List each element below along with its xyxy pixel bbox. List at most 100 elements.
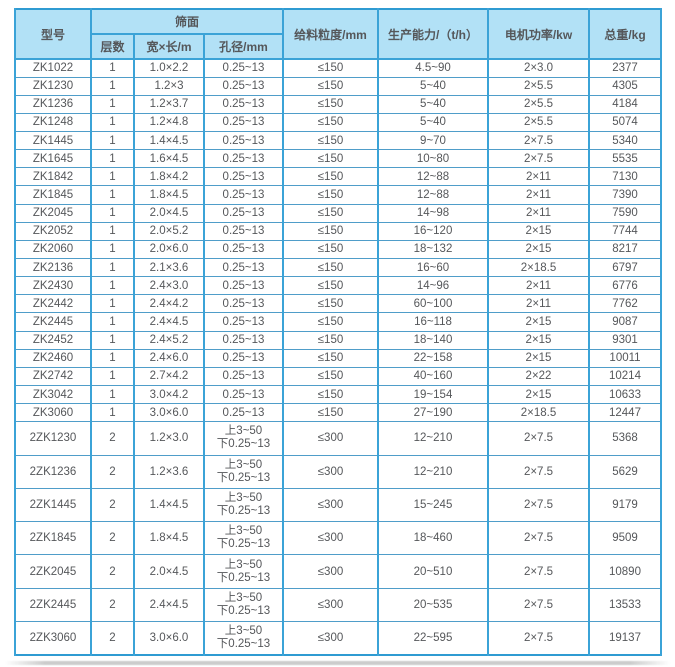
table-row: ZK1842 1 1.8×4.2 0.25~13 ≤150 12~88 2×11 7130 [14, 167, 662, 187]
table-row: ZK1230 1 1.2×3 0.25~13 ≤150 5~40 2×5.5 4305 [14, 76, 662, 96]
model-cell: ZK2442 [14, 294, 92, 314]
table-row: ZK2430 1 2.4×3.0 0.25~13 ≤150 14~96 2×11 6776 [14, 276, 662, 296]
aperture-cell: 0.25~13 [203, 203, 284, 223]
model-cell: ZK3060 [14, 403, 92, 423]
layers-cell: 1 [90, 330, 135, 350]
table-row: ZK1022 1 1.0×2.2 0.25~13 ≤150 4.5~90 2×3.0 2377 [14, 58, 662, 78]
table-row: ZK1645 1 1.6×4.5 0.25~13 ≤150 10~80 2×7.5 5535 [14, 149, 662, 169]
feed-size-cell: ≤300 [282, 487, 379, 523]
aperture-cell: 上3~50 下0.25~13 [203, 521, 284, 556]
layers-cell: 2 [90, 487, 135, 523]
model-cell: ZK1845 [14, 185, 92, 205]
aperture-cell: 0.25~13 [203, 167, 284, 187]
motor-power-cell: 2×18.5 [487, 403, 590, 423]
capacity-cell: 40~160 [377, 366, 489, 387]
capacity-cell: 9~70 [377, 131, 489, 151]
aperture-cell: 0.25~13 [203, 294, 284, 314]
model-cell: 2ZK2045 [14, 554, 92, 589]
table-row: ZK3060 1 3.0×6.0 0.25~13 ≤150 27~190 2×18.5 124… [14, 403, 662, 423]
aperture-cell: 0.25~13 [203, 403, 284, 423]
layers-cell: 1 [90, 76, 135, 96]
total-weight-cell: 6797 [588, 258, 662, 278]
width-length-cell: 1.2×3.7 [133, 94, 205, 114]
table-row: ZK2445 1 2.4×4.5 0.25~13 ≤150 16~118 2×15 9087 [14, 312, 662, 332]
feed-size-cell: ≤150 [282, 94, 379, 114]
aperture-cell: 上3~50 下0.25~13 [203, 487, 284, 523]
capacity-cell: 14~98 [377, 203, 489, 223]
total-weight-cell: 19137 [588, 620, 662, 656]
model-cell: ZK2742 [14, 366, 92, 387]
feed-size-cell: ≤150 [282, 239, 379, 260]
table-row: ZK2052 1 2.0×5.2 0.25~13 ≤150 16~120 2×15 7744 [14, 221, 662, 241]
width-length-cell: 2.4×4.2 [133, 294, 205, 314]
table-row: ZK2742 1 2.7×4.2 0.25~13 ≤150 40~160 2×22 10214 [14, 366, 662, 387]
table-row: ZK1248 1 1.2×4.8 0.25~13 ≤150 5~40 2×5.5 5074 [14, 112, 662, 133]
layers-cell: 1 [90, 276, 135, 296]
feed-size-cell: ≤150 [282, 203, 379, 223]
table-row: 2ZK2045 2 2.0×4.5 上3~50 下0.25~13 ≤300 20~510 2×… [14, 554, 662, 589]
capacity-cell: 19~154 [377, 385, 489, 405]
feed-size-cell: ≤150 [282, 385, 379, 405]
width-length-cell: 3.0×6.0 [133, 403, 205, 423]
model-cell: ZK2060 [14, 239, 92, 260]
capacity-cell: 27~190 [377, 403, 489, 423]
table-row: 2ZK1445 2 1.4×4.5 上3~50 下0.25~13 ≤300 15~245 2×… [14, 487, 662, 523]
aperture-cell: 上3~50 下0.25~13 [203, 554, 284, 589]
total-weight-cell: 4184 [588, 94, 662, 114]
width-length-cell: 1.2×3.6 [133, 454, 205, 489]
capacity-cell: 20~510 [377, 554, 489, 589]
motor-power-cell: 2×11 [487, 276, 590, 296]
width-length-cell: 2.4×5.2 [133, 330, 205, 350]
motor-power-cell: 2×11 [487, 167, 590, 187]
layers-cell: 1 [90, 239, 135, 260]
aperture-cell: 0.25~13 [203, 76, 284, 96]
table-header: 型号 筛面 给料粒度/mm 生产能力/（t/h） 电机功率/kw 总重/kg 层… [14, 8, 662, 60]
layers-cell: 1 [90, 258, 135, 278]
feed-size-cell: ≤150 [282, 348, 379, 368]
col-header-model: 型号 [14, 8, 92, 60]
layers-cell: 1 [90, 348, 135, 368]
motor-power-cell: 2×3.0 [487, 58, 590, 78]
capacity-cell: 22~595 [377, 620, 489, 656]
total-weight-cell: 9179 [588, 487, 662, 523]
aperture-cell: 上3~50 下0.25~13 [203, 620, 284, 656]
layers-cell: 2 [90, 421, 135, 456]
capacity-cell: 15~245 [377, 487, 489, 523]
layers-cell: 2 [90, 521, 135, 556]
layers-cell: 1 [90, 385, 135, 405]
total-weight-cell: 12447 [588, 403, 662, 423]
aperture-cell: 0.25~13 [203, 131, 284, 151]
width-length-cell: 2.0×5.2 [133, 221, 205, 241]
model-cell: ZK2136 [14, 258, 92, 278]
aperture-cell: 上3~50 下0.25~13 [203, 454, 284, 489]
layers-cell: 1 [90, 221, 135, 241]
width-length-cell: 1.8×4.5 [133, 185, 205, 205]
feed-size-cell: ≤150 [282, 185, 379, 205]
table-row: ZK2442 1 2.4×4.2 0.25~13 ≤150 60~100 2×11 7762 [14, 294, 662, 314]
motor-power-cell: 2×15 [487, 221, 590, 241]
table-row: ZK2060 1 2.0×6.0 0.25~13 ≤150 18~132 2×15 8217 [14, 239, 662, 260]
table-row: ZK1445 1 1.4×4.5 0.25~13 ≤150 9~70 2×7.5 5340 [14, 131, 662, 151]
table-row: ZK1845 1 1.8×4.5 0.25~13 ≤150 12~88 2×11 7390 [14, 185, 662, 205]
width-length-cell: 1.8×4.5 [133, 521, 205, 556]
width-length-cell: 2.4×4.5 [133, 587, 205, 622]
total-weight-cell: 5340 [588, 131, 662, 151]
aperture-cell: 0.25~13 [203, 112, 284, 133]
layers-cell: 1 [90, 94, 135, 114]
col-header-width-length: 宽×长/m [133, 33, 205, 60]
capacity-cell: 18~140 [377, 330, 489, 350]
model-cell: 2ZK1230 [14, 421, 92, 456]
total-weight-cell: 10890 [588, 554, 662, 589]
motor-power-cell: 2×7.5 [487, 620, 590, 656]
capacity-cell: 4.5~90 [377, 58, 489, 78]
capacity-cell: 12~210 [377, 454, 489, 489]
col-header-layers: 层数 [90, 33, 135, 60]
motor-power-cell: 2×7.5 [487, 131, 590, 151]
col-header-screen-surface: 筛面 [90, 8, 284, 35]
motor-power-cell: 2×11 [487, 294, 590, 314]
aperture-cell: 0.25~13 [203, 149, 284, 169]
feed-size-cell: ≤150 [282, 167, 379, 187]
width-length-cell: 2.4×4.5 [133, 312, 205, 332]
capacity-cell: 16~60 [377, 258, 489, 278]
layers-cell: 1 [90, 185, 135, 205]
